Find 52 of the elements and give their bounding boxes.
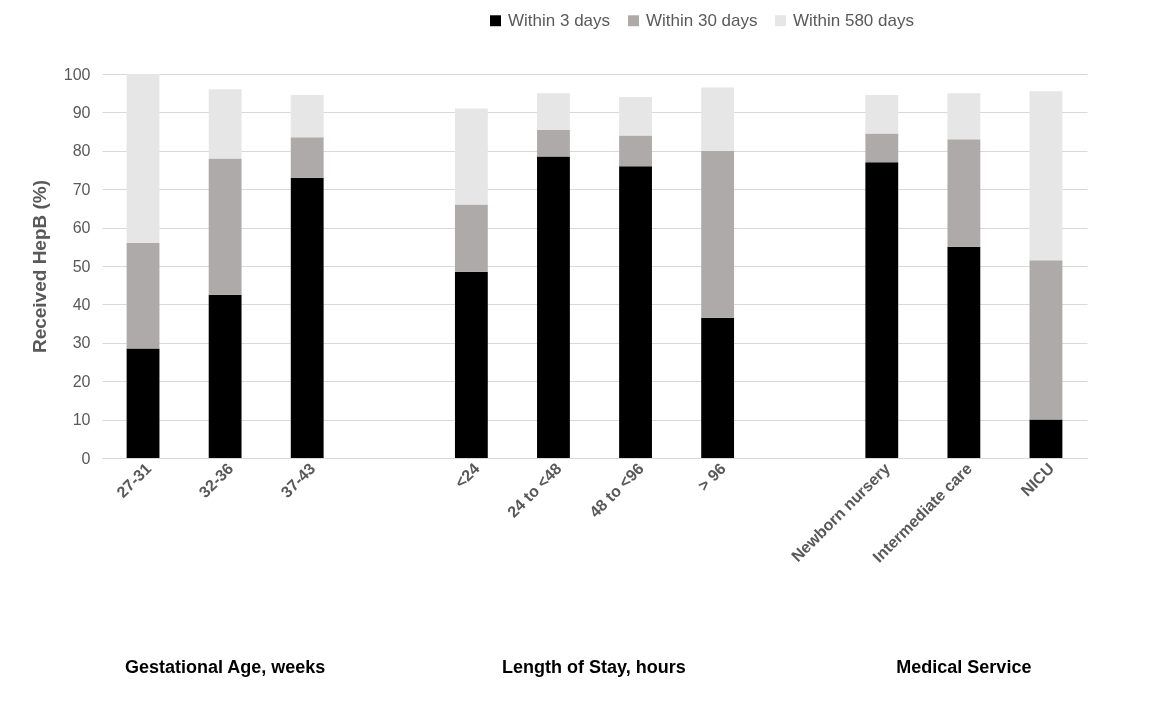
text: Gestational Age, weeks [124,657,326,677]
bar [947,246,981,458]
bar [701,317,735,458]
y-tick-label: 20 [72,372,91,390]
y-tick-label: 50 [72,257,91,275]
y-tick-label: 70 [72,180,91,198]
y-tick-label: 60 [72,219,91,237]
bar [947,139,981,247]
bar [454,108,488,205]
bar [865,162,899,458]
y-tick-label: 100 [63,65,91,83]
x-tick-label: 24 to <48 [504,459,565,521]
bar [290,137,324,178]
bar [701,150,735,318]
y-tick-label: 0 [81,449,91,467]
y-tick-label: 80 [72,142,91,160]
text: Length of Stay, hours [501,657,686,677]
legend-label: Within 580 days [793,10,914,30]
bar [701,87,735,151]
y-tick-label: 90 [72,103,91,121]
legend-label: Within 3 days [508,10,611,30]
bar [619,166,652,458]
x-tick-label: <24 [451,459,483,492]
bar [537,93,570,130]
bar [1029,260,1063,420]
x-tick-label: > 96 [694,459,730,495]
y-tick-label: 30 [72,334,91,352]
bar [865,133,899,163]
text: Medical Service [896,657,1032,677]
legend-label: Within 30 days [646,10,758,30]
bar [208,89,242,159]
bar [865,95,899,134]
bar [290,95,324,138]
bar [619,135,652,167]
bar [619,97,652,136]
bar [208,158,242,295]
bar [947,93,981,140]
y-tick-label: 10 [72,411,91,429]
bar [1029,91,1063,261]
bar [454,271,488,458]
bar [208,294,242,458]
bar [454,204,488,272]
bar [126,242,160,349]
bar [537,156,570,458]
bar [290,177,324,458]
bar [126,348,160,458]
y-axis-title: Received HepB (%) [28,179,50,354]
bar [1029,419,1063,458]
bar [126,74,160,243]
x-tick-label: 48 to <96 [586,459,647,521]
bar [537,129,570,157]
y-tick-label: 40 [72,295,91,313]
